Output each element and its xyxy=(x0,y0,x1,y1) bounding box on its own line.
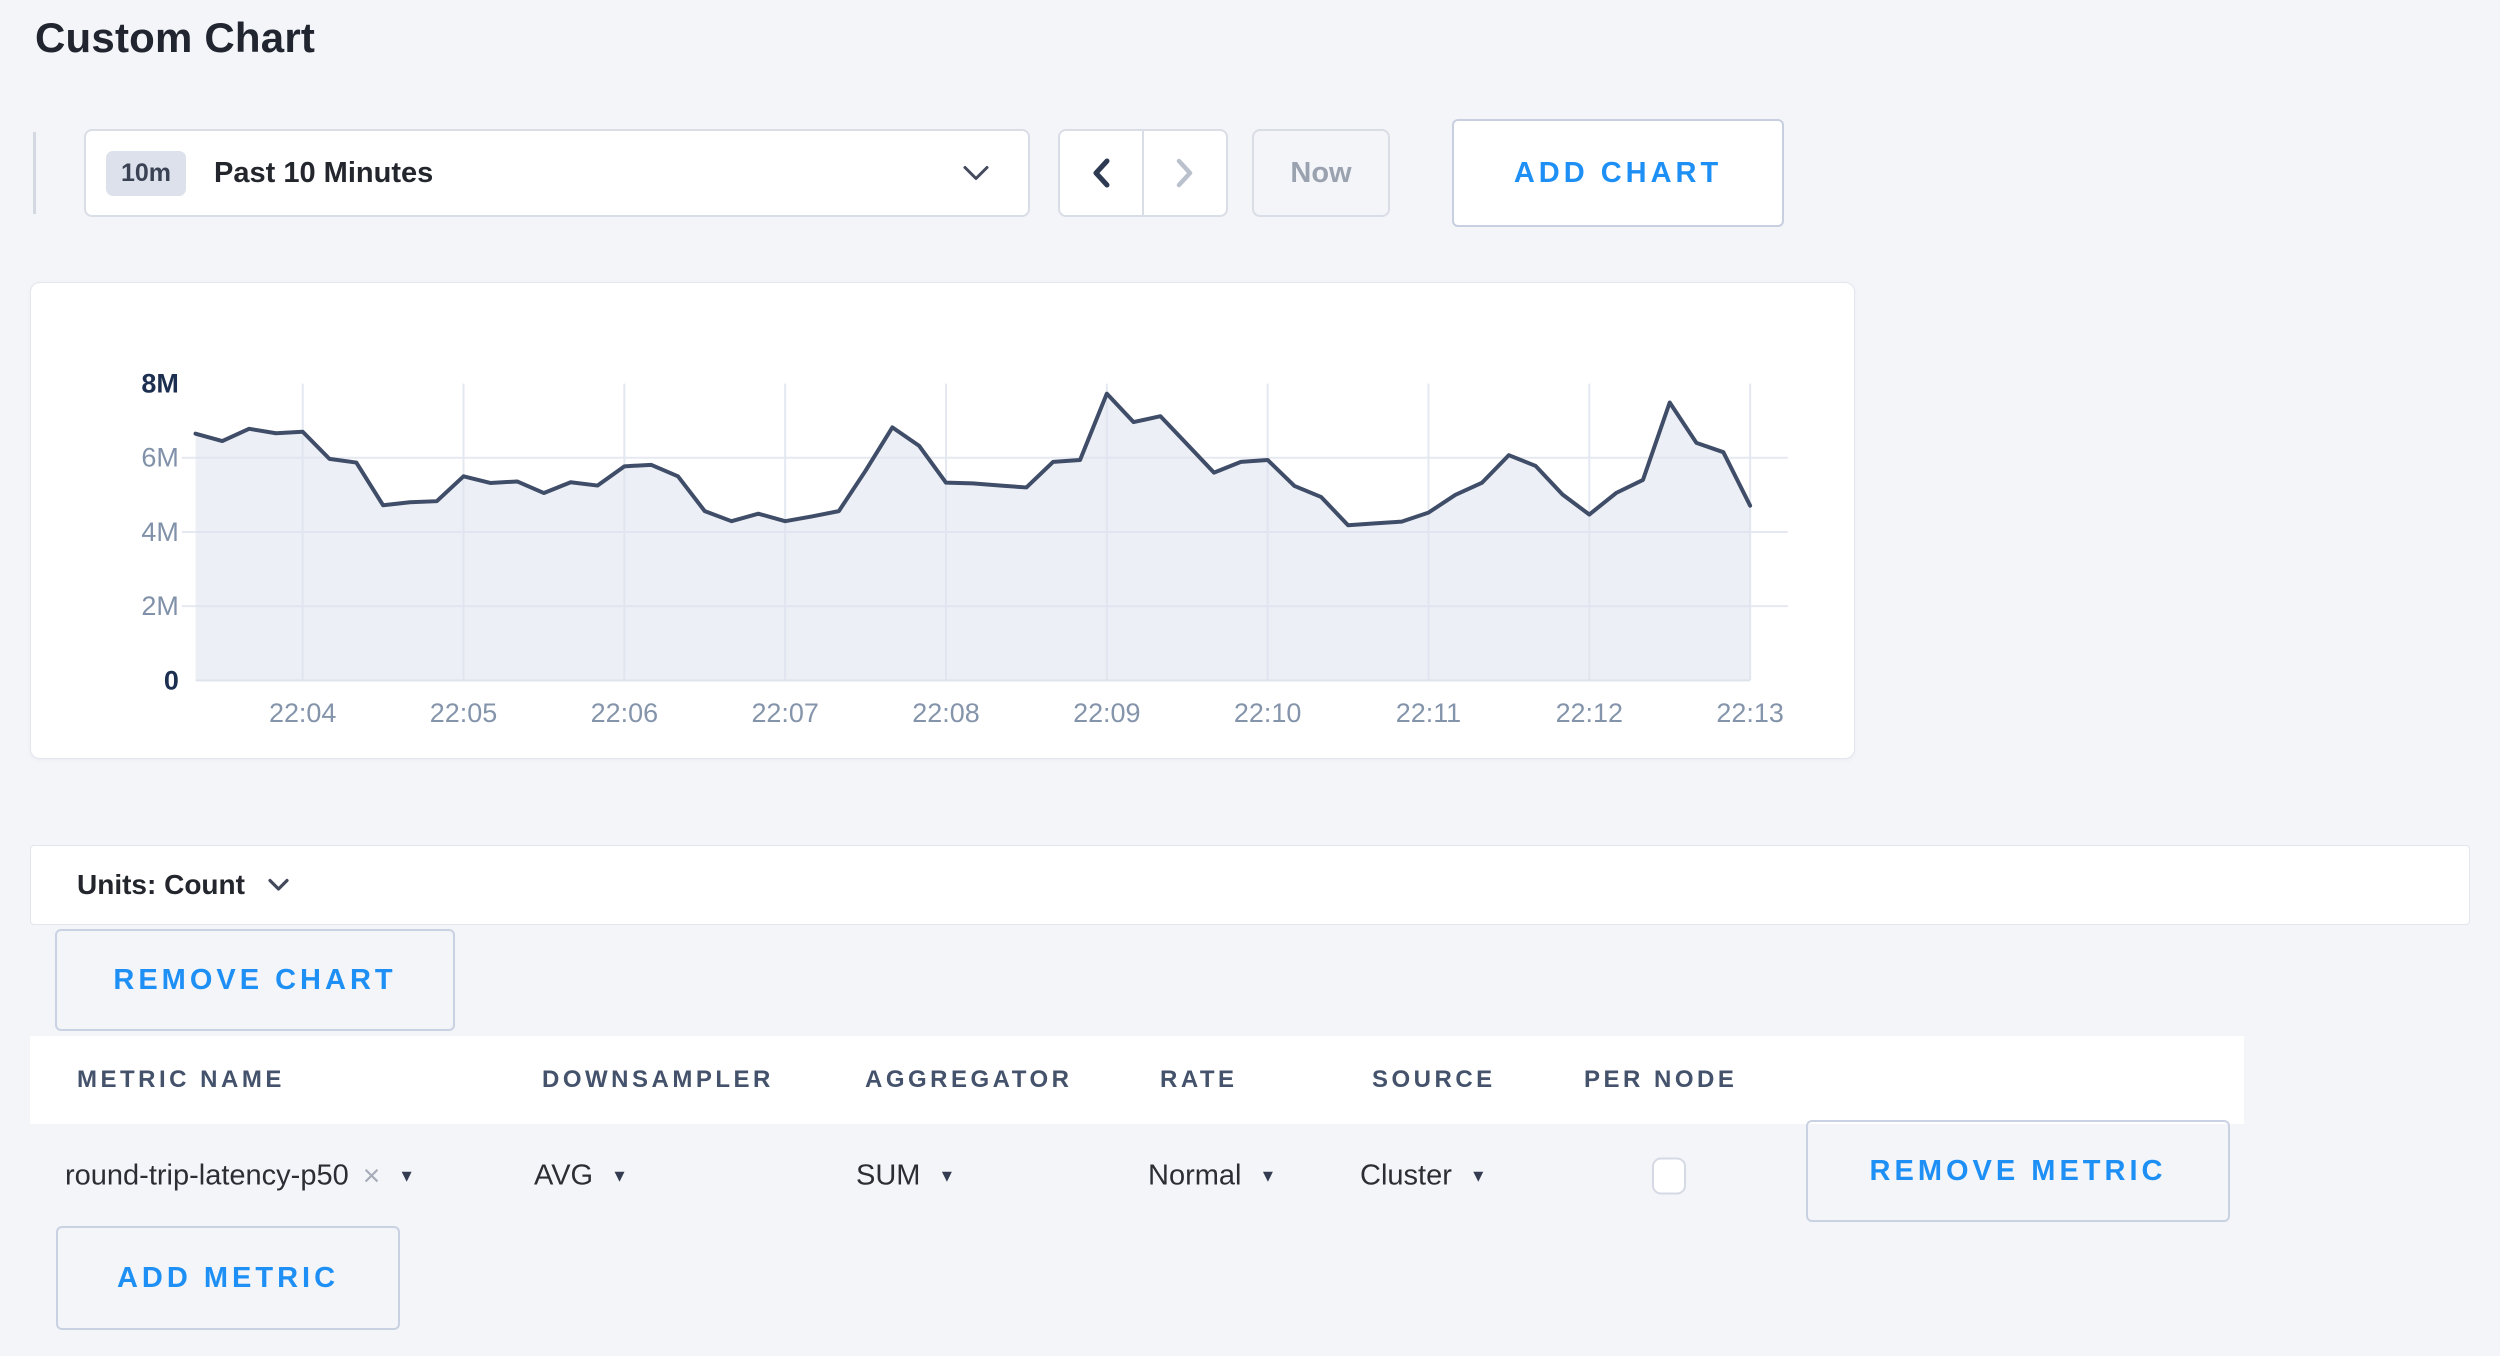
chevron-right-icon xyxy=(1176,158,1193,188)
svg-text:4M: 4M xyxy=(141,517,178,547)
column-header-downsampler: DOWNSAMPLER xyxy=(542,1066,774,1093)
svg-text:22:11: 22:11 xyxy=(1396,698,1461,728)
svg-text:22:13: 22:13 xyxy=(1716,698,1783,728)
svg-text:22:08: 22:08 xyxy=(912,698,979,728)
column-header-rate: RATE xyxy=(1160,1066,1238,1093)
svg-text:2M: 2M xyxy=(141,591,178,621)
clear-metric-icon[interactable]: × xyxy=(362,1159,381,1192)
now-button[interactable]: Now xyxy=(1252,129,1390,217)
add-chart-button[interactable]: ADD CHART xyxy=(1452,119,1784,227)
per-node-checkbox[interactable] xyxy=(1652,1157,1686,1195)
svg-text:22:07: 22:07 xyxy=(751,698,818,728)
rate-dropdown[interactable]: Normal ▼ xyxy=(1148,1160,1276,1193)
time-range-badge: 10m xyxy=(106,150,187,196)
aggregator-dropdown[interactable]: SUM ▼ xyxy=(856,1160,955,1193)
svg-text:22:04: 22:04 xyxy=(269,698,336,728)
chevron-down-icon xyxy=(268,878,289,891)
chart-card: 8M 6M 4M 2M 0 22:04 22:05 22:06 22:07 22:08 22:09 2… xyxy=(30,282,1855,759)
caret-down-icon: ▼ xyxy=(938,1166,956,1186)
chevron-down-icon xyxy=(963,165,989,180)
downsampler-dropdown[interactable]: AVG ▼ xyxy=(534,1160,628,1193)
column-header-source: SOURCE xyxy=(1372,1066,1496,1093)
units-label: Units: Count xyxy=(77,869,245,900)
caret-down-icon: ▼ xyxy=(1469,1166,1487,1186)
timeseries-area-chart: 8M 6M 4M 2M 0 22:04 22:05 22:06 22:07 22:08 22:09 2… xyxy=(141,369,1789,728)
svg-text:8M: 8M xyxy=(141,369,178,399)
source-value: Cluster xyxy=(1360,1159,1452,1192)
column-header-metric-name: METRIC NAME xyxy=(77,1066,285,1093)
metric-row: round-trip-latency-p50 × ▼ AVG ▼ SUM ▼ N… xyxy=(30,1124,2244,1228)
units-selector[interactable]: Units: Count xyxy=(30,845,2470,925)
svg-text:22:06: 22:06 xyxy=(591,698,658,728)
column-header-per-node: PER NODE xyxy=(1584,1066,1738,1093)
toolbar-left-divider xyxy=(33,132,36,214)
svg-text:6M: 6M xyxy=(141,443,178,473)
svg-text:22:12: 22:12 xyxy=(1556,698,1623,728)
downsampler-value: AVG xyxy=(534,1159,594,1192)
rate-value: Normal xyxy=(1148,1159,1242,1192)
time-range-select[interactable]: 10m Past 10 Minutes xyxy=(84,129,1030,217)
svg-text:22:09: 22:09 xyxy=(1073,698,1140,728)
svg-text:0: 0 xyxy=(164,665,179,695)
metrics-table-header: METRIC NAME DOWNSAMPLER AGGREGATOR RATE … xyxy=(30,1036,2244,1124)
time-range-label: Past 10 Minutes xyxy=(214,156,434,189)
caret-down-icon: ▼ xyxy=(398,1166,416,1186)
source-dropdown[interactable]: Cluster ▼ xyxy=(1360,1160,1487,1193)
chevron-left-icon xyxy=(1093,158,1110,188)
column-header-aggregator: AGGREGATOR xyxy=(865,1066,1073,1093)
remove-chart-button[interactable]: REMOVE CHART xyxy=(55,929,455,1031)
metric-name-dropdown[interactable]: round-trip-latency-p50 × ▼ xyxy=(65,1160,415,1193)
aggregator-value: SUM xyxy=(856,1159,921,1192)
caret-down-icon: ▼ xyxy=(611,1166,628,1186)
time-back-button[interactable] xyxy=(1060,131,1144,215)
svg-text:22:10: 22:10 xyxy=(1234,698,1301,728)
time-nav-group xyxy=(1058,129,1228,217)
page-title: Custom Chart xyxy=(35,14,316,61)
add-metric-button[interactable]: ADD METRIC xyxy=(56,1226,400,1330)
metric-name-value: round-trip-latency-p50 xyxy=(65,1159,349,1192)
svg-text:22:05: 22:05 xyxy=(430,698,497,728)
time-forward-button[interactable] xyxy=(1144,131,1226,215)
caret-down-icon: ▼ xyxy=(1259,1166,1277,1186)
remove-metric-button[interactable]: REMOVE METRIC xyxy=(1806,1120,2230,1222)
